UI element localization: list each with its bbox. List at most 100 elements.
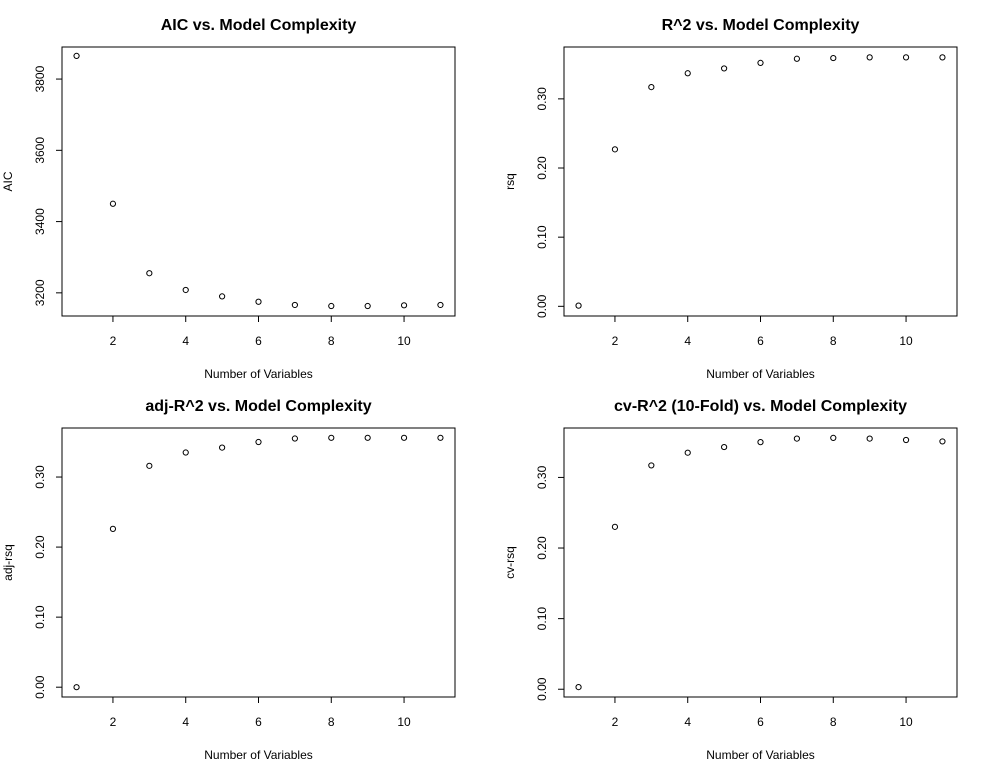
y-tick-label: 0.30 xyxy=(535,87,549,111)
chart-title: AIC vs. Model Complexity xyxy=(161,17,357,34)
data-point xyxy=(757,59,764,67)
chart-title: R^2 vs. Model Complexity xyxy=(662,17,860,34)
x-tick-label: 10 xyxy=(397,334,411,348)
x-tick-label: 4 xyxy=(182,334,189,348)
chart-panel-1: AIC vs. Model Complexity 2 4 6 8 10 Number of … xyxy=(1,17,456,381)
x-tick-label: 10 xyxy=(397,715,411,729)
data-point xyxy=(866,435,873,442)
x-axis-label: Number of Variables xyxy=(706,367,815,381)
y-tick-label: 0.00 xyxy=(535,294,549,318)
data-point xyxy=(109,200,117,207)
data-point xyxy=(146,462,153,469)
data-point xyxy=(219,293,226,300)
x-tick-label: 2 xyxy=(612,334,619,348)
plot-frame xyxy=(563,46,958,317)
chart-panel-2: R^2 vs. Model Complexity 2 4 6 8 10 Number of … xyxy=(503,17,958,381)
data-point xyxy=(648,462,655,469)
y-tick-label: 0.00 xyxy=(535,677,549,701)
x-tick-label: 4 xyxy=(684,334,691,348)
plot-frame xyxy=(61,46,456,317)
data-point xyxy=(328,434,335,441)
y-tick-label: 3600 xyxy=(33,137,47,164)
chart-panel-4: cv-R^2 (10-Fold) vs. Model Complexity 2 4 6… xyxy=(503,398,958,761)
data-point xyxy=(291,435,298,442)
x-tick-label: 2 xyxy=(110,715,117,729)
y-tick-label: 0.20 xyxy=(33,535,47,559)
chart-panel-3: adj-R^2 vs. Model Complexity 2 4 6 8 10 Number… xyxy=(1,398,456,761)
x-tick-label: 8 xyxy=(328,334,335,348)
x-tick-label: 8 xyxy=(830,715,837,729)
x-axis-label: Number of Variables xyxy=(706,748,815,761)
data-point xyxy=(793,55,800,62)
data-point xyxy=(902,54,910,61)
x-tick-label: 4 xyxy=(182,715,189,729)
data-point xyxy=(939,54,946,61)
y-tick-label: 0.10 xyxy=(33,605,47,629)
x-tick-label: 2 xyxy=(612,715,619,729)
data-point xyxy=(902,436,910,444)
x-tick-label: 2 xyxy=(110,334,117,348)
x-tick-label: 6 xyxy=(757,334,764,348)
y-tick-label: 0.30 xyxy=(535,465,549,489)
x-tick-label: 4 xyxy=(684,715,691,729)
x-tick-label: 10 xyxy=(899,334,913,348)
data-point xyxy=(684,449,691,456)
y-axis-label: cv-rsq xyxy=(503,546,517,579)
x-axis-label: Number of Variables xyxy=(204,367,313,381)
data-point xyxy=(73,52,80,60)
data-point xyxy=(437,434,444,441)
x-tick-label: 10 xyxy=(899,715,913,729)
x-tick-label: 8 xyxy=(328,715,335,729)
y-axis-label: AIC xyxy=(1,171,15,191)
data-point xyxy=(939,438,946,445)
data-point xyxy=(328,302,335,310)
plot-frame xyxy=(563,427,958,698)
x-tick-label: 6 xyxy=(757,715,764,729)
data-point xyxy=(219,444,226,451)
data-point xyxy=(364,302,371,310)
y-tick-label: 0.10 xyxy=(535,225,549,249)
data-point xyxy=(182,449,189,456)
data-point xyxy=(721,65,728,72)
data-point xyxy=(830,434,837,441)
data-point xyxy=(437,301,444,309)
data-point xyxy=(721,443,728,451)
y-tick-label: 3800 xyxy=(33,65,47,92)
chart-title: adj-R^2 vs. Model Complexity xyxy=(145,398,371,415)
chart-title: cv-R^2 (10-Fold) vs. Model Complexity xyxy=(614,398,907,415)
y-tick-label: 0.20 xyxy=(535,156,549,180)
y-axis-label: adj-rsq xyxy=(1,544,15,581)
data-point xyxy=(684,70,691,77)
data-point xyxy=(364,434,371,441)
plot-frame xyxy=(61,427,456,698)
data-point xyxy=(255,298,262,305)
data-point xyxy=(793,435,800,442)
data-point xyxy=(611,146,619,153)
data-point xyxy=(73,684,80,691)
data-point xyxy=(575,302,582,309)
y-tick-label: 0.30 xyxy=(33,465,47,489)
data-point xyxy=(757,439,764,446)
x-tick-label: 6 xyxy=(255,715,262,729)
data-point xyxy=(400,434,408,441)
x-axis-label: Number of Variables xyxy=(204,748,313,761)
data-point xyxy=(866,54,873,61)
y-axis-label: rsq xyxy=(503,173,517,190)
data-point xyxy=(146,270,153,277)
data-point xyxy=(611,523,619,530)
data-point xyxy=(648,84,655,91)
y-tick-label: 0.00 xyxy=(33,675,47,699)
y-tick-label: 0.10 xyxy=(535,607,549,631)
data-point xyxy=(109,525,117,532)
y-tick-label: 0.20 xyxy=(535,536,549,560)
data-point xyxy=(830,54,837,62)
y-tick-label: 3400 xyxy=(33,208,47,235)
x-tick-label: 8 xyxy=(830,334,837,348)
y-tick-label: 3200 xyxy=(33,279,47,306)
data-point xyxy=(182,286,189,294)
data-point xyxy=(255,438,262,446)
x-tick-label: 6 xyxy=(255,334,262,348)
data-point xyxy=(575,684,582,691)
data-point xyxy=(400,302,408,309)
